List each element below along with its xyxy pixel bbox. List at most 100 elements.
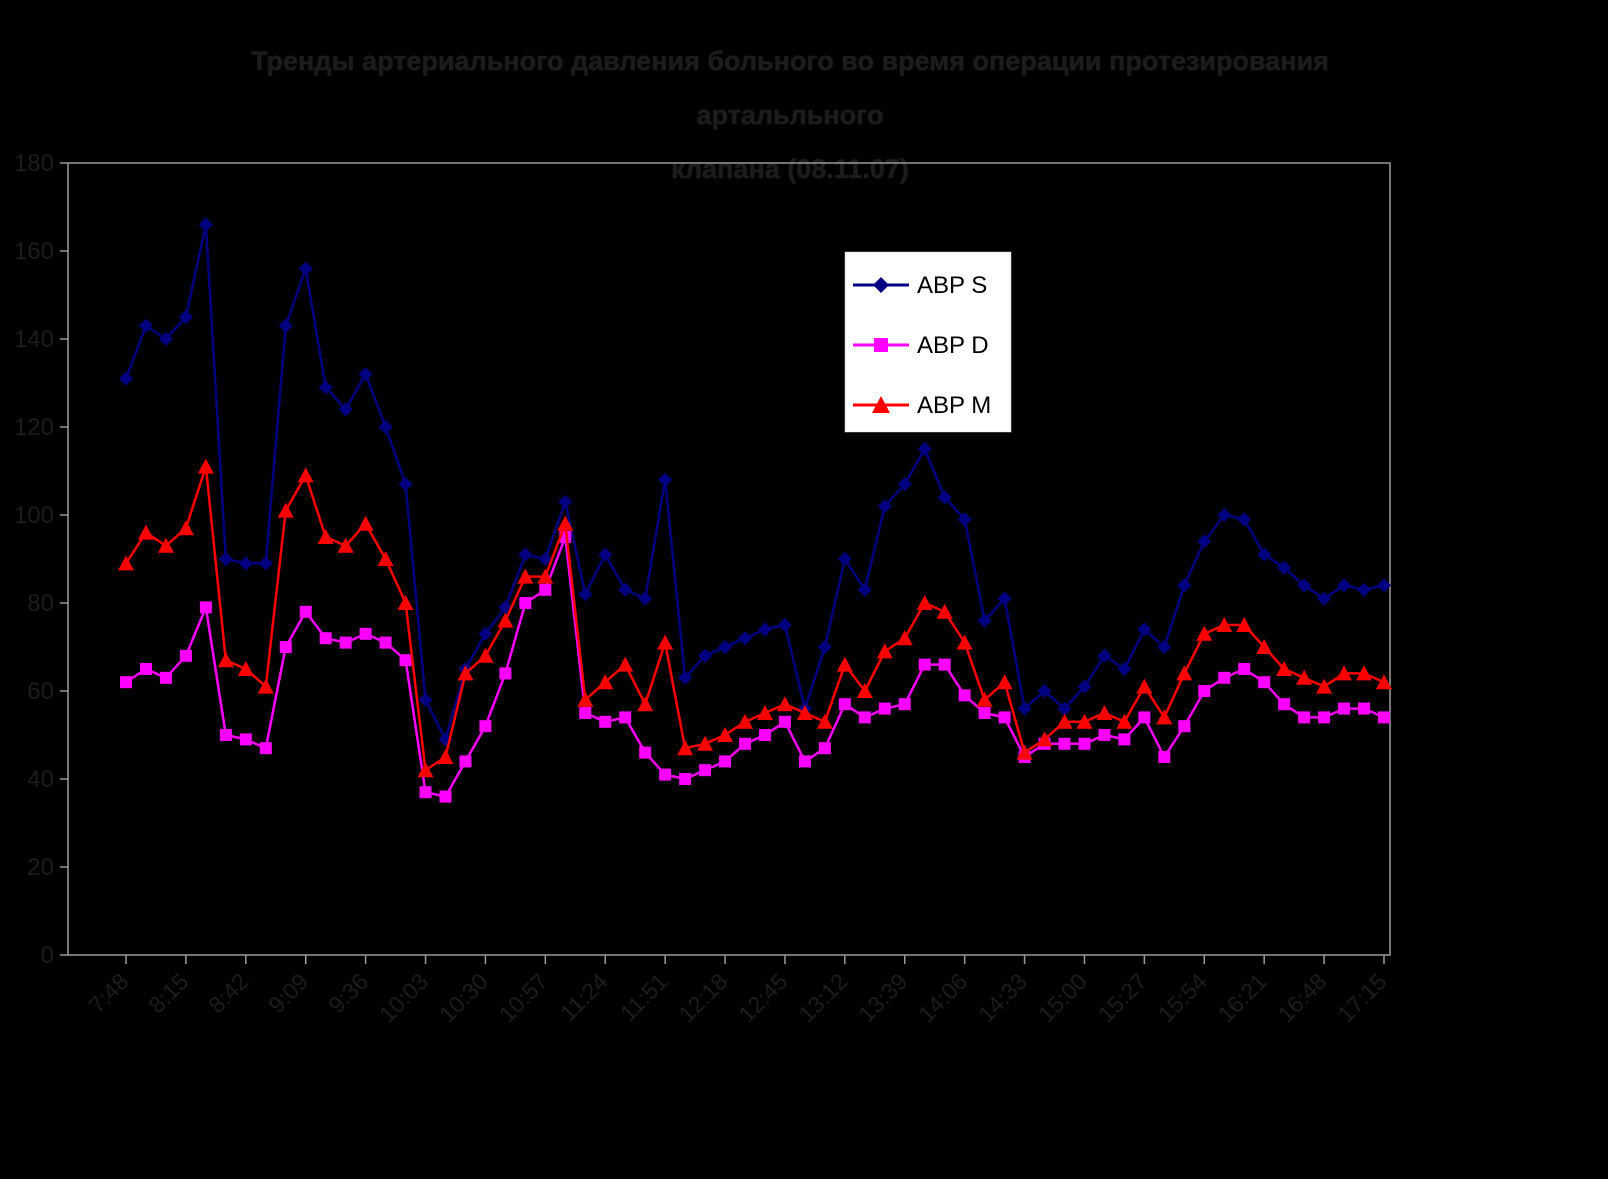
series-marker-abp-d: [359, 627, 372, 640]
series-marker-abp-m: [936, 603, 953, 619]
series-marker-abp-d: [719, 755, 732, 768]
series-marker-abp-s: [398, 477, 413, 492]
series-marker-abp-s: [178, 310, 193, 324]
series-marker-abp-m: [577, 691, 594, 707]
series-marker-abp-m: [1196, 625, 1213, 641]
x-axis-tick-label: 15:54: [1153, 968, 1212, 1027]
series-line-abp-d: [125, 535, 1385, 798]
series-marker-abp-d: [1218, 671, 1231, 684]
series-line-abp-m: [124, 465, 1385, 772]
x-axis-tick-label: 12:18: [673, 968, 732, 1027]
series-marker-abp-s: [258, 556, 273, 571]
series-marker-abp-s: [1177, 578, 1192, 593]
y-axis-tick-label: 140: [14, 326, 54, 353]
series-marker-abp-d: [1318, 711, 1331, 724]
series-marker-abp-s: [1337, 578, 1352, 593]
series-marker-abp-m: [357, 515, 374, 531]
x-axis-tick-label: 9:09: [263, 968, 313, 1018]
series-marker-abp-s: [1117, 662, 1132, 676]
series-marker-abp-s: [1357, 582, 1372, 597]
series-marker-abp-d: [1178, 720, 1191, 733]
series-marker-abp-m: [397, 595, 414, 610]
x-axis-tick-label: 7:48: [83, 968, 133, 1018]
series-marker-abp-d: [978, 707, 991, 719]
series-marker-abp-s: [378, 420, 393, 434]
chart-title-line2: клапана (08.11.07): [671, 154, 909, 184]
series-marker-abp-d: [319, 632, 332, 645]
series-marker-abp-s: [837, 552, 852, 566]
series-marker-abp-m: [677, 740, 694, 756]
series-marker-abp-s: [1077, 679, 1092, 694]
series-marker-abp-s: [877, 499, 892, 514]
series-marker-abp-s: [917, 442, 932, 456]
series-marker-abp-m: [697, 735, 714, 751]
series-marker-abp-m: [157, 537, 174, 553]
series-marker-abp-s: [418, 692, 433, 707]
series-marker-abp-m: [217, 652, 234, 668]
series-marker-abp-m: [1216, 617, 1233, 632]
series-marker-abp-d: [818, 742, 831, 755]
series-marker-abp-s: [298, 261, 313, 276]
x-axis-tick-label: 13:12: [793, 968, 852, 1027]
series-marker-abp-s: [997, 591, 1012, 606]
series-marker-abp-m: [137, 524, 154, 540]
series-marker-abp-m: [277, 502, 294, 518]
x-axis-tick-label: 11:24: [555, 968, 613, 1026]
series-marker-abp-s: [857, 582, 872, 597]
series-marker-abp-s: [338, 402, 353, 417]
series-marker-abp-s: [518, 547, 533, 562]
x-axis-tick-label: 8:42: [203, 968, 253, 1018]
series-marker-abp-s: [817, 640, 832, 654]
series-marker-abp-s: [1097, 648, 1112, 663]
series-marker-abp-d: [639, 746, 652, 759]
series-marker-abp-d: [519, 597, 532, 609]
series-marker-abp-s: [1017, 701, 1032, 716]
chart-title-line1: Тренды артериального давления больного в…: [251, 46, 1329, 130]
series-marker-abp-d: [838, 698, 851, 711]
series-marker-abp-s: [1257, 547, 1272, 562]
series-marker-abp-d: [1078, 737, 1091, 750]
series-marker-abp-m: [497, 612, 514, 628]
series-marker-abp-s: [638, 591, 653, 606]
series-marker-abp-s: [757, 622, 772, 637]
series-marker-abp-d: [1278, 698, 1291, 711]
series-marker-abp-d: [1138, 711, 1151, 724]
x-axis-tick-label: 12:45: [733, 968, 792, 1027]
y-axis-tick-label: 60: [27, 678, 54, 705]
series-marker-abp-d: [758, 729, 771, 741]
series-marker-abp-m: [537, 568, 554, 584]
x-axis-tick-label: 11:51: [615, 968, 673, 1026]
series-marker-abp-m: [1116, 713, 1133, 729]
series-marker-abp-m: [1256, 639, 1273, 654]
series-marker-abp-d: [619, 711, 632, 724]
series-marker-abp-d: [1338, 702, 1351, 715]
series-marker-abp-m: [1016, 744, 1033, 760]
series-marker-abp-s: [238, 556, 253, 571]
series-marker-abp-m: [1356, 665, 1373, 681]
legend-label: ABP D: [917, 332, 989, 359]
series-marker-abp-s: [937, 490, 952, 505]
series-marker-abp-d: [299, 605, 312, 618]
series-marker-abp-m: [1236, 617, 1253, 632]
series-marker-abp-m: [1036, 731, 1053, 747]
series-marker-abp-s: [498, 600, 513, 615]
series-marker-abp-d: [199, 601, 212, 614]
series-marker-abp-m: [876, 643, 893, 659]
series-marker-abp-d: [1198, 685, 1211, 697]
series-marker-abp-m: [1276, 661, 1293, 676]
series-marker-abp-s: [218, 552, 233, 566]
series-marker-abp-s: [658, 472, 673, 487]
x-axis-tick-label: 16:48: [1273, 968, 1332, 1027]
series-marker-abp-d: [579, 707, 592, 719]
series-marker-abp-s: [198, 217, 213, 232]
series-marker-abp-m: [976, 691, 993, 707]
series-marker-abp-m: [457, 665, 474, 681]
legend-label: ABP M: [917, 392, 991, 419]
series-marker-abp-d: [1258, 676, 1271, 689]
x-axis-tick-label: 15:00: [1033, 968, 1092, 1027]
series-marker-abp-m: [1096, 705, 1113, 720]
series-marker-abp-s: [119, 371, 133, 386]
series-marker-abp-d: [1118, 733, 1131, 746]
series-marker-abp-m: [337, 537, 354, 553]
series-marker-abp-s: [738, 631, 753, 646]
